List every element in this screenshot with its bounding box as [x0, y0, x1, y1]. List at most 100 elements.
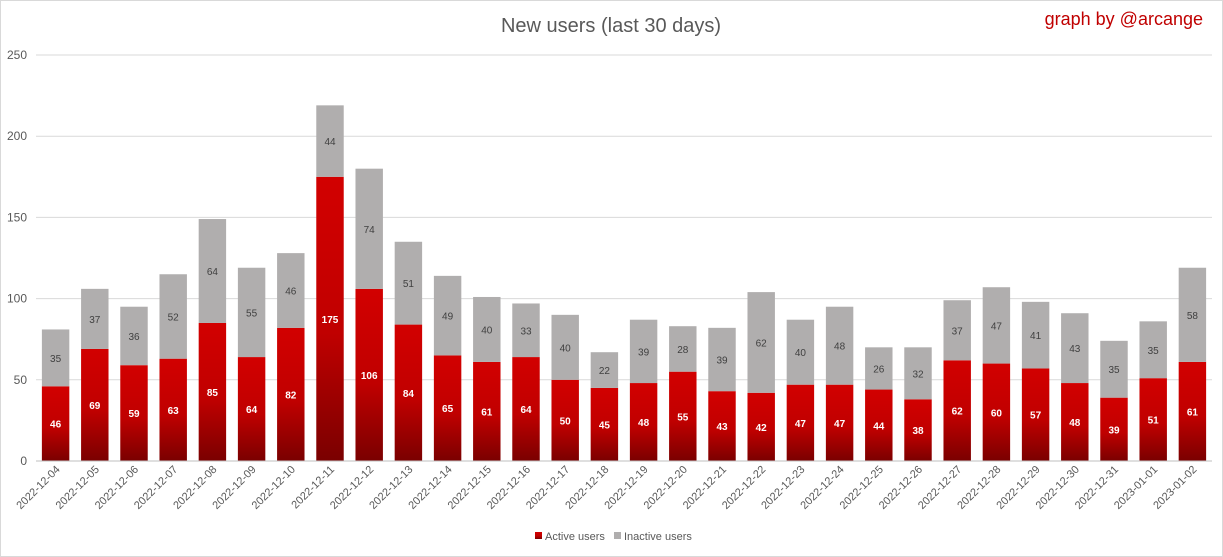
bar-inactive-users [316, 105, 344, 177]
data-label-inactive: 49 [442, 312, 454, 323]
chart-title: New users (last 30 days) [501, 15, 721, 37]
data-label-active: 59 [128, 409, 140, 420]
data-label-active: 84 [403, 389, 415, 400]
bar-active-users [1100, 397, 1128, 461]
data-label-inactive: 35 [1108, 365, 1120, 376]
data-label-inactive: 47 [991, 321, 1003, 332]
data-label-inactive: 37 [89, 315, 101, 326]
data-label-inactive: 39 [716, 356, 728, 367]
data-label-active: 48 [1069, 418, 1081, 429]
legend-swatch [614, 532, 621, 539]
data-label-active: 82 [285, 390, 297, 401]
bars [41, 105, 1207, 462]
data-label-inactive: 35 [50, 354, 62, 365]
chart-credit: graph by @arcange [1045, 9, 1203, 29]
data-label-active: 42 [756, 423, 768, 434]
bar-inactive-users [198, 219, 227, 323]
bar-active-users [237, 357, 266, 461]
bar-inactive-users [982, 287, 1011, 364]
data-label-inactive: 37 [952, 326, 964, 337]
bar-inactive-users [159, 274, 187, 359]
data-label-active: 57 [1030, 411, 1042, 422]
bar-active-users [865, 389, 893, 461]
data-label-active: 106 [361, 371, 378, 382]
data-label-active: 38 [912, 426, 924, 437]
data-label-active: 55 [677, 412, 689, 423]
bar-inactive-users [394, 241, 423, 325]
data-label-active: 63 [168, 406, 180, 417]
bar-active-users [747, 392, 775, 461]
bar-active-users [982, 363, 1011, 461]
data-label-inactive: 46 [285, 286, 297, 297]
bar-inactive-users [786, 319, 815, 385]
data-label-inactive: 33 [520, 326, 532, 337]
data-label-active: 50 [560, 416, 572, 427]
legend-swatch [535, 532, 542, 539]
bar-inactive-users [551, 314, 579, 380]
y-tick-label: 250 [7, 48, 27, 62]
bar-inactive-users [512, 303, 540, 358]
bar-active-users [1021, 368, 1050, 461]
bar-active-users [629, 383, 658, 461]
data-label-inactive: 28 [677, 345, 689, 356]
bar-active-users [120, 365, 148, 461]
data-label-active: 45 [599, 420, 611, 431]
data-label-active: 39 [1108, 425, 1120, 436]
data-label-inactive: 64 [207, 267, 219, 278]
legend-label: Inactive users [624, 531, 692, 543]
gridlines [36, 54, 1212, 381]
data-label-inactive: 58 [1187, 311, 1199, 322]
data-label-inactive: 22 [599, 366, 611, 377]
data-label-inactive: 26 [873, 364, 885, 375]
bar-inactive-users [433, 275, 462, 356]
bar-inactive-users [473, 296, 501, 362]
data-label-active: 47 [795, 419, 807, 430]
bar-inactive-users [904, 347, 932, 400]
data-label-active: 46 [50, 420, 62, 431]
bar-active-users [41, 386, 70, 461]
bar-active-users [551, 379, 579, 461]
data-label-active: 61 [481, 407, 493, 418]
bar-active-users [433, 355, 462, 461]
legend: Active users Inactive users [535, 531, 692, 543]
data-label-active: 64 [246, 405, 258, 416]
bar-inactive-users [1139, 321, 1167, 379]
bar-inactive-users [669, 326, 697, 372]
data-label-inactive: 40 [560, 343, 572, 354]
data-label-inactive: 41 [1030, 331, 1042, 342]
bar-active-users [669, 371, 697, 461]
data-label-active: 43 [716, 422, 728, 433]
data-label-active: 48 [638, 418, 650, 429]
data-label-active: 62 [952, 407, 964, 418]
bar-inactive-users [41, 329, 70, 387]
data-label-active: 69 [89, 401, 101, 412]
data-label-inactive: 40 [795, 348, 807, 359]
bar-inactive-users [1178, 267, 1207, 362]
data-label-active: 44 [873, 421, 885, 432]
bar-active-users [277, 327, 305, 461]
data-label-inactive: 44 [324, 137, 336, 148]
y-tick-label: 150 [7, 210, 27, 224]
data-label-active: 64 [520, 405, 532, 416]
bar-active-users [590, 387, 619, 461]
data-label-inactive: 74 [364, 225, 376, 236]
y-tick-label: 100 [7, 292, 27, 306]
bar-active-users [786, 384, 815, 461]
bar-inactive-users [237, 267, 266, 358]
data-label-inactive: 43 [1069, 344, 1081, 355]
bar-active-users [1178, 361, 1207, 461]
bar-active-users [159, 358, 187, 461]
data-labels: 46 35 69 37 59 36 63 52 85 64 64 55 82 46 175 44 106 74 84… [50, 137, 1198, 437]
data-label-inactive: 32 [912, 369, 924, 380]
bar-active-users [198, 322, 227, 461]
bar-active-users [943, 360, 971, 461]
bar-active-users [1139, 378, 1167, 461]
bar-active-users [708, 391, 736, 461]
bar-inactive-users [708, 327, 736, 392]
bar-active-users [512, 357, 540, 461]
bar-active-users [473, 361, 501, 461]
bar-inactive-users [747, 292, 775, 393]
data-label-active: 51 [1148, 416, 1160, 427]
